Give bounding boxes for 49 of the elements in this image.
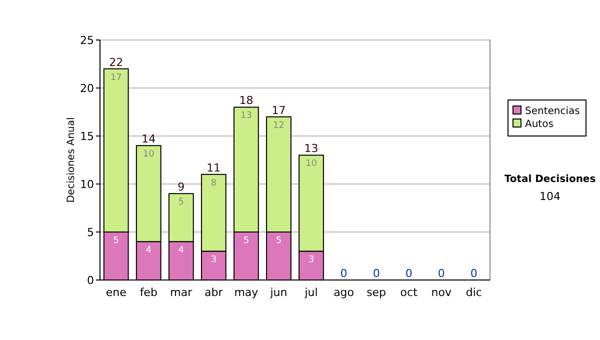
x-tick-label: feb — [140, 286, 158, 299]
data-label: 13 — [240, 111, 252, 122]
y-tick-label: 20 — [80, 82, 94, 95]
y-tick-label: 10 — [80, 178, 94, 191]
x-tick-label: nov — [431, 286, 452, 299]
data-label: 17 — [110, 72, 122, 83]
total-label: 0 — [405, 267, 412, 280]
y-tick-label: 25 — [80, 34, 94, 47]
total-label: 18 — [239, 94, 254, 108]
data-label: 3 — [210, 255, 217, 266]
text: 104 — [540, 190, 560, 203]
x-tick-label: may — [234, 286, 259, 299]
legend-label: Autos — [525, 119, 554, 130]
data-label: 5 — [178, 198, 184, 208]
data-label: 8 — [210, 178, 217, 188]
total-label: 14 — [142, 132, 156, 146]
x-tick-label: dic — [466, 286, 482, 299]
data-label: 3 — [308, 255, 314, 266]
x-tick-label: jun — [269, 286, 288, 299]
legend-label: Sentencias — [525, 106, 580, 117]
total-label: 11 — [206, 161, 221, 174]
x-tick-label: mar — [170, 286, 193, 299]
total-label: 9 — [178, 180, 185, 194]
total-label: 22 — [109, 56, 124, 69]
text: Total Decisiones — [504, 174, 596, 185]
data-label: 4 — [178, 246, 184, 256]
x-tick-label: abr — [204, 286, 224, 299]
data-label: 5 — [113, 236, 119, 246]
x-tick-label: jul — [304, 286, 318, 299]
data-label: 12 — [273, 120, 284, 131]
data-label: 4 — [146, 246, 152, 256]
total-label: 0 — [470, 267, 478, 280]
data-label: 5 — [243, 236, 250, 246]
x-tick-label: ene — [106, 286, 127, 299]
total-label: 0 — [438, 267, 445, 280]
total-label: 0 — [372, 267, 380, 280]
total-label: 0 — [340, 267, 348, 280]
data-label: 5 — [276, 236, 282, 246]
x-tick-label: ago — [334, 286, 354, 299]
y-tick-label: 0 — [87, 274, 94, 287]
total-label: 13 — [304, 142, 318, 156]
x-tick-label: sep — [366, 286, 386, 299]
total-label: 17 — [272, 104, 286, 117]
data-label: 10 — [306, 159, 318, 170]
x-tick-label: oct — [400, 286, 418, 299]
y-tick-label: 5 — [87, 226, 94, 239]
y-tick-label: 15 — [80, 130, 94, 143]
y-axis-title: Decisiones Anual — [66, 117, 77, 203]
data-label: 10 — [142, 150, 155, 160]
